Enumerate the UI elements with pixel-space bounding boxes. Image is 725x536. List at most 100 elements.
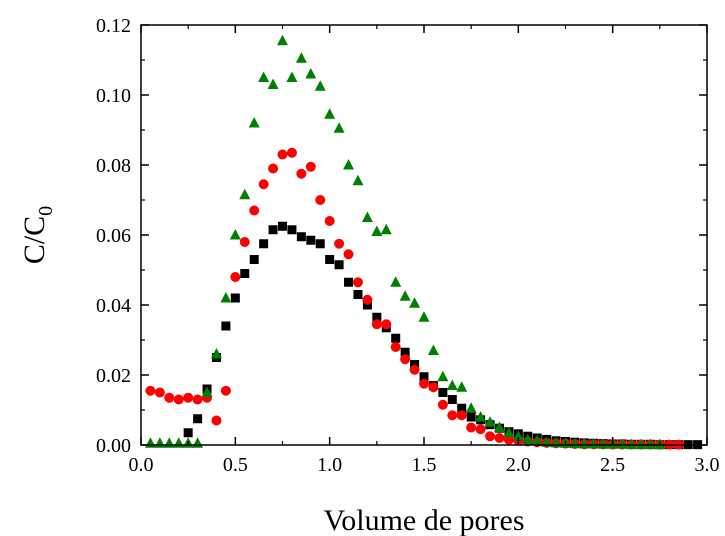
- data-point-square: [353, 290, 363, 299]
- data-point-square: [278, 221, 287, 231]
- data-point-triangle: [144, 437, 156, 448]
- data-point-square: [391, 333, 401, 343]
- data-point-circle: [164, 392, 175, 403]
- data-point-square: [419, 372, 429, 382]
- y-tick-label: 0.04: [96, 295, 131, 317]
- data-point-square: [466, 412, 476, 422]
- x-tick-label: 0.0: [129, 454, 154, 476]
- data-point-triangle: [239, 188, 251, 200]
- x-tick-label: 2.5: [600, 454, 625, 476]
- data-point-circle: [145, 385, 156, 396]
- data-point-square: [410, 360, 420, 369]
- data-point-circle: [334, 238, 345, 249]
- plot-marks: [144, 34, 703, 450]
- data-point-triangle: [635, 438, 647, 450]
- data-point-triangle: [626, 438, 638, 450]
- x-tick-label: 2.0: [506, 454, 531, 476]
- data-point-square: [193, 414, 203, 424]
- data-point-square: [372, 312, 382, 322]
- data-point-circle: [494, 433, 505, 443]
- data-point-triangle: [475, 411, 487, 422]
- data-point-circle: [352, 277, 363, 288]
- y-tick-label: 0.06: [96, 225, 131, 247]
- data-point-circle: [239, 237, 250, 247]
- data-point-square: [344, 277, 354, 287]
- x-tick-label: 3.0: [695, 454, 720, 476]
- data-point-circle: [324, 216, 335, 226]
- data-point-square: [183, 428, 193, 438]
- data-point-triangle: [324, 108, 336, 119]
- data-point-square: [249, 255, 259, 264]
- data-point-triangle: [305, 68, 317, 79]
- data-point-circle: [286, 147, 297, 158]
- data-point-circle: [456, 410, 467, 421]
- data-point-square: [296, 232, 306, 242]
- data-point-circle: [249, 205, 260, 216]
- data-point-triangle: [588, 437, 600, 449]
- data-point-circle: [154, 387, 165, 398]
- y-axis-title-subscript: 0: [35, 206, 57, 216]
- data-point-circle: [390, 342, 401, 352]
- data-point-circle: [437, 399, 448, 410]
- data-point-triangle: [361, 211, 373, 222]
- data-point-triangle: [220, 292, 232, 303]
- data-point-circle: [305, 161, 316, 172]
- data-point-square: [221, 321, 231, 331]
- data-point-triangle: [456, 381, 468, 392]
- data-point-circle: [475, 424, 486, 435]
- data-point-circle: [362, 294, 373, 305]
- series-triangle: [144, 34, 666, 450]
- data-point-square: [325, 255, 335, 264]
- series-square: [183, 221, 703, 450]
- data-point-circle: [258, 179, 269, 190]
- data-point-triangle: [295, 52, 307, 63]
- data-point-triangle: [192, 437, 204, 448]
- data-point-triangle: [484, 416, 496, 427]
- y-tick-label: 0.00: [96, 435, 131, 457]
- data-point-triangle: [437, 370, 449, 382]
- data-point-square: [315, 239, 325, 249]
- data-point-circle: [220, 385, 231, 396]
- data-point-triangle: [154, 437, 166, 448]
- data-point-circle: [192, 394, 203, 405]
- data-point-square: [240, 269, 250, 278]
- data-point-circle: [296, 168, 307, 179]
- data-point-triangle: [258, 71, 270, 82]
- data-point-triangle: [512, 430, 524, 441]
- data-point-triangle: [409, 297, 421, 308]
- data-point-circle: [211, 415, 222, 426]
- data-point-circle: [268, 163, 279, 174]
- data-point-circle: [400, 354, 411, 365]
- data-point-circle: [173, 394, 184, 405]
- data-point-triangle: [578, 437, 590, 449]
- x-axis: 0.0 0.5 1.0 1.5 2.0 2.5 3.0: [129, 25, 720, 476]
- data-point-square: [306, 235, 316, 245]
- data-point-square: [268, 225, 278, 235]
- data-point-triangle: [493, 421, 505, 432]
- data-point-triangle: [314, 80, 326, 91]
- data-point-square: [400, 347, 410, 357]
- data-point-triangle: [644, 438, 656, 450]
- data-point-triangle: [163, 437, 175, 448]
- data-point-triangle: [201, 386, 213, 397]
- data-point-square: [259, 239, 269, 249]
- data-point-triangle: [522, 433, 534, 445]
- data-point-triangle: [286, 71, 298, 82]
- data-point-triangle: [352, 174, 364, 186]
- data-point-circle: [277, 149, 288, 160]
- data-point-triangle: [531, 434, 543, 446]
- data-point-triangle: [427, 344, 439, 355]
- data-point-triangle: [503, 426, 515, 438]
- data-point-square: [447, 395, 457, 404]
- data-point-circle: [343, 249, 354, 260]
- data-point-circle: [371, 319, 382, 330]
- data-point-square: [438, 388, 448, 397]
- data-point-triangle: [541, 436, 553, 447]
- data-point-square: [334, 260, 344, 270]
- y-tick-label: 0.02: [96, 365, 131, 387]
- data-point-circle: [419, 378, 429, 389]
- data-point-triangle: [616, 438, 628, 449]
- data-point-triangle: [380, 223, 392, 235]
